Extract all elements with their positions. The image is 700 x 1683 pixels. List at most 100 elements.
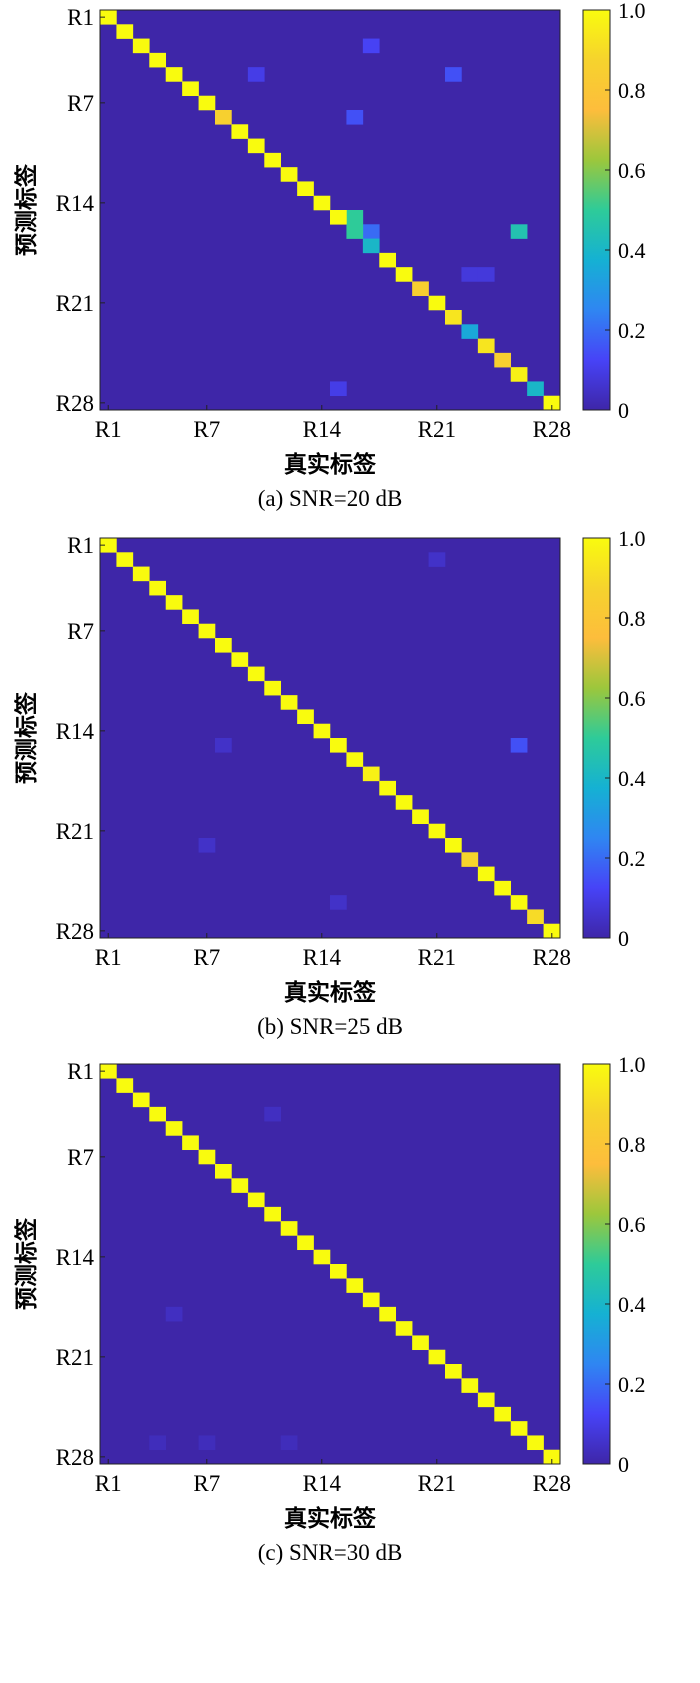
y-axis-label: 预测标签 [13, 691, 40, 784]
heatmap-panel-3: R1 R1 R7 R7 R14 R14 R21 R21 R28 R28 真实标签 预测标签 (c) SN… [13, 1052, 646, 1565]
heatmap-cell-diagonal [362, 1292, 380, 1308]
colorbar-tick-label: 0.2 [618, 1372, 646, 1397]
heatmap-cell-diagonal [247, 138, 265, 154]
heatmap-cell [330, 895, 347, 910]
heatmap-cell-diagonal [346, 1278, 364, 1293]
heatmap-cell-diagonal [412, 809, 429, 825]
colorbar-tick-label: 0.8 [618, 1132, 646, 1157]
heatmap-cell [280, 1435, 298, 1451]
heatmap-cell [149, 1435, 167, 1451]
heatmap-cell-diagonal [198, 95, 216, 111]
heatmap-cell-diagonal [445, 838, 462, 853]
colorbar-tick-label: 0.2 [618, 846, 646, 871]
y-tick-label: R7 [67, 1145, 94, 1170]
heatmap-cell [198, 1435, 216, 1451]
y-tick-label: R21 [56, 291, 94, 316]
heatmap-cell [330, 381, 347, 397]
colorbar-tick-label: 0.6 [618, 1212, 646, 1237]
heatmap-cell-diagonal [527, 381, 544, 397]
heatmap-cell-diagonal [132, 38, 150, 54]
x-axis-label: 真实标签 [284, 1505, 377, 1532]
x-tick-label: R21 [418, 1471, 456, 1496]
heatmap-cell-diagonal [461, 324, 479, 339]
colorbar-gradient [582, 537, 611, 939]
heatmap-cell-diagonal [362, 766, 380, 782]
x-tick-label: R1 [95, 1471, 122, 1496]
colorbar-tick-label: 0.4 [618, 238, 646, 263]
heatmap-cell-diagonal [165, 1121, 183, 1136]
heatmap-cell-diagonal [247, 666, 265, 682]
heatmap-cell-diagonal [494, 1406, 512, 1422]
heatmap-cell-diagonal [116, 1078, 134, 1093]
heatmap-cell [346, 110, 364, 125]
y-tick-label: R28 [56, 1445, 94, 1470]
x-tick-label: R7 [193, 1471, 220, 1496]
heatmap-cell-diagonal [132, 566, 150, 582]
heatmap-cell-diagonal [215, 1164, 232, 1179]
heatmap-cell-diagonal [445, 310, 462, 325]
heatmap-cell-diagonal [231, 652, 249, 667]
x-tick-label: R1 [95, 417, 122, 442]
heatmap-cell-diagonal [247, 1192, 265, 1208]
y-axis-label: 预测标签 [13, 163, 40, 256]
heatmap-cell-diagonal [494, 880, 512, 896]
heatmap-cell [247, 67, 265, 82]
y-tick-label: R7 [67, 91, 94, 116]
heatmap-cell-diagonal [510, 1421, 528, 1436]
heatmap-cell-diagonal [395, 1321, 413, 1336]
heatmap-cell-diagonal [461, 852, 479, 867]
colorbar-tick-label: 0.4 [618, 766, 646, 791]
heatmap-cell-diagonal [116, 24, 134, 39]
y-tick-label: R14 [56, 719, 95, 744]
heatmap-cell-diagonal [100, 538, 117, 553]
y-tick-label: R21 [56, 1345, 94, 1370]
heatmap-cell [215, 738, 232, 753]
y-tick-label: R7 [67, 619, 94, 644]
y-tick-label: R28 [56, 919, 94, 944]
heatmap-cell-diagonal [297, 1235, 314, 1251]
heatmap-cell-diagonal [379, 780, 397, 796]
colorbar-gradient [582, 9, 611, 411]
heatmap-cell-diagonal [264, 1206, 282, 1222]
colorbar-gradient [582, 1063, 611, 1465]
y-tick-label: R28 [56, 391, 94, 416]
heatmap-cell-diagonal [215, 638, 232, 653]
heatmap-cell [510, 224, 528, 239]
heatmap-cell-diagonal [527, 909, 544, 925]
heatmap-cell-diagonal [477, 338, 495, 354]
colorbar-tick-label: 0 [618, 1452, 629, 1477]
colorbar: 0 0.2 0.4 0.6 0.8 1.0 [582, 1052, 646, 1477]
x-tick-label: R7 [193, 417, 220, 442]
heatmap-cell [428, 552, 446, 567]
heatmap-cell-diagonal [543, 395, 561, 411]
x-tick-label: R7 [193, 945, 220, 970]
colorbar-tick-label: 1.0 [618, 0, 646, 23]
heatmap-cell [362, 38, 380, 54]
heatmap-cell-diagonal [100, 1064, 117, 1079]
heatmap-cell [165, 1306, 183, 1322]
heatmap-cell-diagonal [510, 367, 528, 382]
heatmap-cell-diagonal [428, 823, 446, 839]
heatmap-cell-diagonal [215, 110, 232, 125]
x-axis-label: 真实标签 [284, 451, 377, 478]
heatmap-cell-diagonal [445, 1364, 462, 1379]
heatmap-cell-diagonal [182, 81, 199, 97]
heatmap-cell-diagonal [132, 1092, 150, 1108]
heatmap-cell-diagonal [182, 1135, 199, 1151]
heatmap-cell-diagonal [231, 124, 249, 139]
colorbar-tick-label: 0 [618, 926, 629, 951]
heatmap-cell-diagonal [527, 1435, 544, 1451]
heatmap-cell-diagonal [543, 923, 561, 939]
plot-frame [99, 9, 561, 411]
heatmap-cell-diagonal [297, 709, 314, 725]
heatmap-cell [445, 67, 462, 82]
colorbar: 0 0.2 0.4 0.6 0.8 1.0 [582, 0, 646, 423]
heatmap-cell-diagonal [461, 1378, 479, 1393]
heatmap-cell [264, 1106, 282, 1122]
y-tick-label: R14 [56, 1245, 95, 1270]
panel-caption: (a) SNR=20 dB [258, 486, 403, 511]
y-axis-label: 预测标签 [13, 1217, 40, 1310]
heatmap-cell [346, 210, 364, 225]
x-axis-label: 真实标签 [284, 979, 377, 1006]
